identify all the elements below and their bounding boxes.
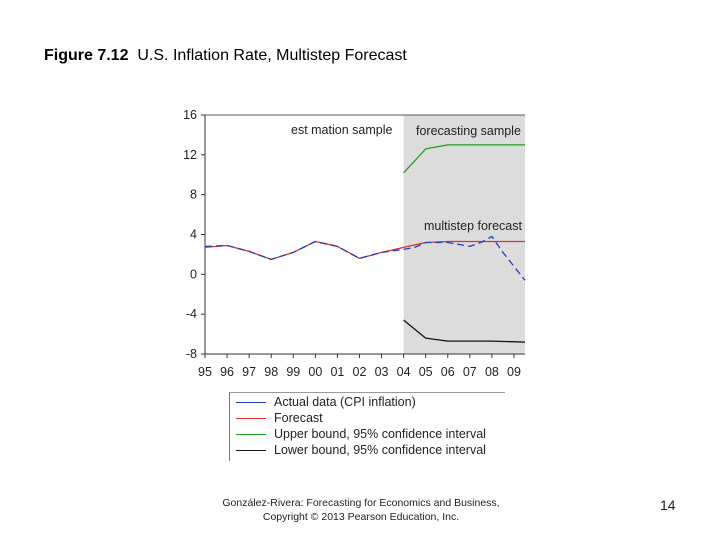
legend-swatch [236, 449, 266, 451]
page-number: 14 [660, 497, 676, 513]
x-tick-label: 08 [485, 365, 499, 379]
legend-swatch [236, 417, 266, 419]
series-line-lower-bound-95-confidence-interval [403, 319, 526, 343]
slide-footer: González-Rivera: Forecasting for Economi… [215, 496, 507, 524]
annotation-multistep-forecast: multistep forecast [424, 219, 522, 233]
y-tick-label: 12 [183, 148, 197, 162]
x-tick-label: 97 [242, 365, 256, 379]
series-line-upper-bound-95-confidence-interval [403, 144, 525, 174]
x-tick-label: 04 [397, 365, 411, 379]
legend-swatch [236, 401, 266, 403]
legend-label: Upper bound, 95% confidence interval [274, 427, 486, 441]
x-tick-label: 05 [419, 365, 433, 379]
x-tick-label: 03 [375, 365, 389, 379]
y-tick-label: 4 [190, 228, 197, 242]
x-tick-label: 99 [286, 365, 300, 379]
legend-label: Forecast [274, 411, 323, 425]
forecast-shade [403, 115, 525, 354]
series-line-forecast [204, 240, 525, 261]
series-line-actual-data-cpi-inflation [204, 235, 526, 281]
legend-entry: Upper bound, 95% confidence interval [236, 427, 486, 441]
footer-line-1: González-Rivera: Forecasting for Economi… [222, 497, 500, 509]
legend-entry: Lower bound, 95% confidence interval [236, 443, 486, 457]
x-tick-label: 09 [507, 365, 521, 379]
footer-line-2: Copyright © 2013 Pearson Education, Inc. [262, 511, 460, 523]
chart-legend: Actual data (CPI inflation) Forecast Upper… [229, 392, 505, 461]
y-tick-label: 0 [190, 267, 197, 281]
y-tick-label: -8 [186, 347, 197, 361]
figure-caption: U.S. Inflation Rate, Multistep Forecast [137, 47, 407, 64]
x-tick-label: 02 [353, 365, 367, 379]
y-tick-label: -4 [186, 307, 197, 321]
x-tick-label: 06 [441, 365, 455, 379]
y-tick-label: 16 [183, 108, 197, 122]
x-tick-label: 01 [330, 365, 344, 379]
legend-entry: Actual data (CPI inflation) [236, 395, 416, 409]
x-tick-label: 96 [220, 365, 234, 379]
x-tick-label: 95 [198, 365, 212, 379]
slide-title: Figure 7.12 U.S. Inflation Rate, Multist… [44, 47, 407, 65]
annotation-forecasting-sample: forecasting sample [416, 124, 521, 138]
x-tick-label: 98 [264, 365, 278, 379]
y-tick-label: 8 [190, 188, 197, 202]
x-tick-label: 00 [308, 365, 322, 379]
x-tick-label: 07 [463, 365, 477, 379]
legend-entry: Forecast [236, 411, 323, 425]
annotation-estimation-sample: est mation sample [291, 123, 392, 137]
figure-number: Figure 7.12 [44, 47, 129, 64]
legend-swatch [236, 433, 266, 435]
legend-label: Lower bound, 95% confidence interval [274, 443, 486, 457]
legend-label: Actual data (CPI inflation) [274, 395, 416, 409]
